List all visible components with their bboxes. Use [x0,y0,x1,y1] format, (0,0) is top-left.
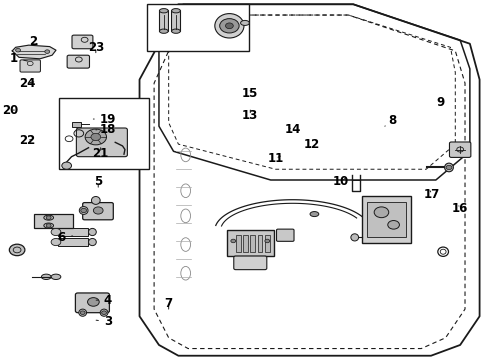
Text: 7: 7 [165,297,173,310]
Ellipse shape [241,21,249,26]
Text: 3: 3 [96,315,112,328]
Circle shape [51,238,61,246]
Circle shape [94,207,103,214]
Circle shape [388,221,399,229]
Text: 5: 5 [94,175,102,188]
Bar [227,230,273,256]
Bar [147,4,249,51]
FancyBboxPatch shape [76,128,127,157]
Text: 18: 18 [96,123,116,136]
Ellipse shape [215,14,244,38]
FancyBboxPatch shape [72,35,93,49]
Ellipse shape [159,9,168,13]
Text: 16: 16 [452,202,468,215]
Text: 12: 12 [304,138,320,150]
Bar [243,234,248,252]
FancyBboxPatch shape [449,142,471,157]
Ellipse shape [444,163,453,172]
Text: 15: 15 [242,87,259,100]
Circle shape [80,311,85,315]
Ellipse shape [44,215,53,220]
Circle shape [81,208,87,213]
Text: 20: 20 [2,104,19,117]
Text: 19: 19 [94,113,116,126]
Bar [59,98,149,169]
Ellipse shape [172,29,180,33]
Circle shape [220,19,239,33]
Circle shape [9,244,25,256]
Ellipse shape [79,207,88,215]
Bar [58,228,88,235]
Text: 1: 1 [10,51,27,64]
Ellipse shape [89,228,97,235]
Text: 14: 14 [284,123,301,136]
Circle shape [446,165,452,170]
Text: 13: 13 [242,109,258,122]
Text: 2: 2 [29,35,38,49]
Circle shape [91,134,100,140]
Text: 11: 11 [268,152,284,165]
FancyBboxPatch shape [83,203,113,220]
Circle shape [45,50,49,53]
Bar [73,122,81,127]
Ellipse shape [100,309,108,316]
Bar [258,234,263,252]
Text: 10: 10 [333,175,349,188]
Circle shape [88,298,99,306]
Circle shape [51,228,61,235]
Circle shape [101,311,106,315]
Circle shape [46,224,51,227]
Ellipse shape [44,223,53,228]
Circle shape [374,207,389,218]
FancyBboxPatch shape [234,256,267,270]
Circle shape [265,239,270,243]
Text: 8: 8 [385,114,396,127]
Ellipse shape [41,274,51,279]
Polygon shape [12,45,56,59]
Bar [34,214,73,228]
Text: 24: 24 [19,77,35,90]
FancyBboxPatch shape [75,293,109,313]
Ellipse shape [159,29,168,33]
Text: 4: 4 [96,294,112,307]
Circle shape [46,216,51,220]
Text: 17: 17 [424,188,440,201]
Circle shape [62,162,72,169]
Text: 23: 23 [88,41,104,54]
Circle shape [85,129,106,145]
Ellipse shape [79,309,87,316]
Text: 22: 22 [19,134,35,147]
Bar [367,202,406,237]
Text: 21: 21 [93,147,109,159]
Ellipse shape [51,274,61,279]
FancyBboxPatch shape [20,60,40,72]
Bar [171,10,180,31]
Text: 9: 9 [437,96,445,109]
Bar [236,234,241,252]
Ellipse shape [89,238,97,246]
Circle shape [225,23,233,29]
Bar [265,234,270,252]
FancyBboxPatch shape [276,229,294,241]
Ellipse shape [351,234,359,241]
Bar [159,10,168,31]
Ellipse shape [172,9,180,13]
Bar [58,238,88,246]
Circle shape [16,48,21,52]
FancyBboxPatch shape [67,55,90,68]
Bar [362,196,411,243]
Bar [250,234,255,252]
Text: 6: 6 [58,231,73,244]
Ellipse shape [310,212,319,217]
Ellipse shape [92,197,100,204]
Circle shape [231,239,236,243]
